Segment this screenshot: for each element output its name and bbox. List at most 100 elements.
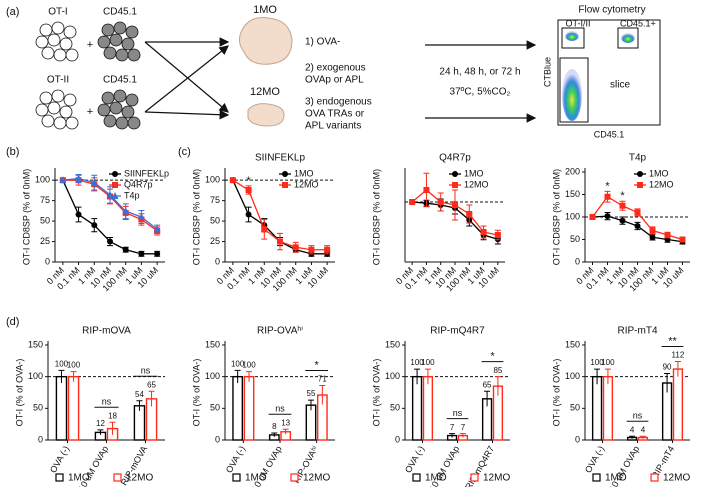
y-tick-label: 100 [565, 211, 580, 221]
legend-label: 12MO [294, 179, 319, 189]
point [466, 211, 473, 217]
value-label: 71 [318, 375, 327, 384]
y-tick-label: 50 [390, 403, 400, 413]
point [91, 222, 98, 229]
value-label: 100 [231, 359, 245, 368]
organ-12mo [247, 103, 285, 127]
point [637, 171, 643, 177]
bar [602, 375, 614, 441]
step: 1) OVA- [305, 37, 340, 48]
error-bar [307, 399, 314, 411]
x-tick-label: OVA (-) [403, 444, 426, 474]
organ-label: 1MO [253, 4, 277, 16]
legend-swatch [290, 473, 299, 482]
y-tick-label: 150 [28, 339, 43, 349]
value-label: 54 [135, 390, 144, 399]
error-bar [459, 433, 466, 438]
point [604, 193, 611, 200]
panel-label: (d) [6, 316, 19, 328]
bar [55, 375, 68, 441]
cell-label: OT-I [48, 7, 67, 18]
point [494, 232, 501, 238]
point [111, 192, 119, 199]
significance: ns [102, 397, 112, 407]
point [245, 187, 252, 193]
point [452, 171, 458, 177]
legend-swatch [55, 473, 64, 482]
x-tick-label: OVA (-) [48, 444, 71, 474]
value-label: 4 [630, 425, 635, 434]
value-label: 100 [421, 358, 435, 367]
error-bar [136, 400, 143, 411]
gate [561, 27, 585, 49]
bar [133, 405, 146, 441]
flow-density [565, 31, 579, 41]
legend-swatch [650, 473, 659, 482]
chart-title: RIP-mT4 [618, 326, 658, 337]
point [59, 176, 67, 184]
point [589, 214, 596, 220]
significance: ns [453, 408, 463, 418]
value-label: 100 [601, 358, 615, 367]
y-axis-label: OT-I CD8SP (% of 0nM) [371, 169, 381, 265]
legend-label: Q4R7p [124, 179, 153, 189]
chart-title: Q4R7p [439, 153, 471, 164]
point [679, 236, 686, 243]
point [90, 178, 98, 186]
arrows [144, 37, 537, 123]
y-tick-label: 50 [40, 215, 50, 225]
point [452, 202, 458, 208]
point [122, 246, 129, 253]
y-tick-label: 0 [575, 434, 580, 444]
annotation: * [246, 175, 251, 187]
legend-swatch [470, 473, 479, 482]
point [619, 202, 626, 209]
significance: * [315, 359, 320, 371]
x-tick-label: OVA (-) [583, 444, 606, 474]
significance: ns [141, 366, 151, 376]
y-tick-label: 200 [565, 166, 580, 176]
panel-label: (c) [178, 146, 191, 158]
value-label: 8 [272, 422, 277, 431]
error-bar [674, 360, 681, 377]
legend-swatch [592, 473, 601, 482]
chart-title: T4p [629, 153, 647, 164]
point [637, 182, 643, 188]
legend-label: 12MO [126, 473, 153, 484]
error-bar [282, 428, 289, 435]
y-tick-label: 100 [28, 371, 43, 381]
point [282, 171, 288, 177]
y-tick-label: 100 [35, 175, 50, 185]
bar [243, 375, 255, 441]
gate-label: slice [610, 80, 630, 91]
value-label: 112 [672, 351, 685, 360]
error-bar [494, 376, 501, 396]
y-tick-label: 50 [210, 403, 220, 413]
chart-title: RIP-mQ4R7 [430, 326, 485, 337]
value-label: 4 [641, 425, 646, 434]
step: OVA TRAs or [305, 109, 365, 120]
point [604, 213, 611, 220]
error-bar [639, 435, 646, 439]
point [277, 238, 283, 245]
point [282, 182, 288, 188]
point [452, 182, 458, 188]
flow-xlabel: CD45.1 [594, 129, 625, 139]
point [107, 238, 113, 245]
error-bar [109, 421, 116, 435]
point [112, 182, 118, 188]
point [619, 217, 626, 224]
y-tick-label: 150 [565, 189, 580, 199]
y-tick-label: 150 [565, 339, 580, 349]
point [245, 211, 252, 218]
step: 2) exogenous [305, 63, 366, 74]
error-bar [234, 369, 241, 383]
bar [591, 375, 603, 441]
y-axis-label: OT-I CD8SP (% of 0nM) [191, 169, 201, 265]
legend-label: 1MO [464, 168, 484, 178]
error-bar [246, 371, 253, 382]
chart-title: RIP-OVAʰⁱ [257, 326, 303, 337]
point [437, 199, 444, 205]
value-label: 90 [663, 363, 672, 372]
error-bar [594, 368, 601, 385]
